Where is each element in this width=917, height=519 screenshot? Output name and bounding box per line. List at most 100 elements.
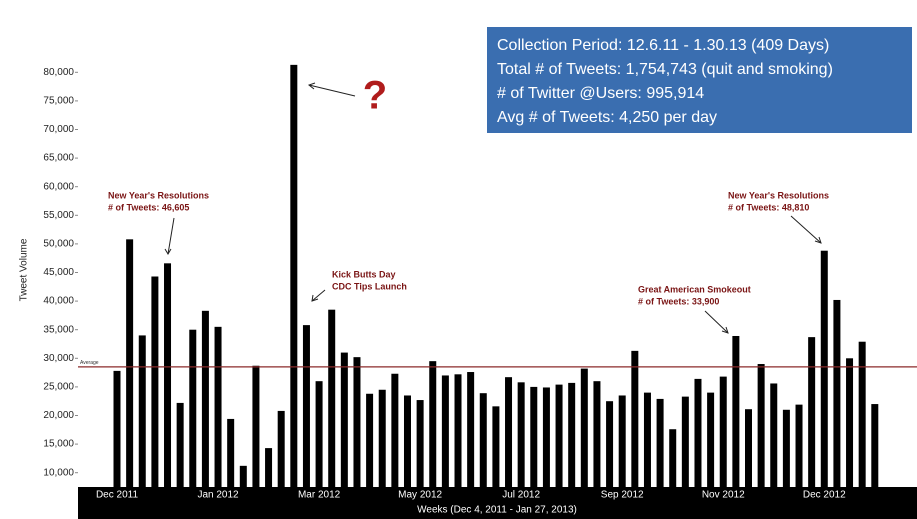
bar [833,299,841,487]
bar [795,404,803,487]
bar [138,335,146,487]
bar [265,448,273,487]
annotation: CDC Tips Launch [332,281,407,291]
bar [656,398,664,487]
bar [239,465,247,487]
bar [606,401,614,487]
arrow [167,217,175,255]
annotation: Kick Butts Day [332,269,396,279]
bar [353,357,361,487]
bar [328,309,336,487]
bar [808,337,816,487]
y-tick-label: 75,000 [43,96,74,107]
bar [302,325,310,487]
bar [454,374,462,487]
annotation: # of Tweets: 46,605 [108,202,189,212]
bar [176,402,184,487]
bar [492,406,500,487]
bar [189,329,197,487]
bar [782,409,790,487]
bar [479,393,487,487]
y-tick-label: 10,000 [43,467,74,478]
y-tick-label: 25,000 [43,382,74,393]
annotation: # of Tweets: 33,900 [638,296,719,306]
info-box [487,27,912,133]
bar [580,368,588,487]
x-tick-label: Jan 2012 [197,490,239,501]
bar [643,392,651,487]
y-tick-label: 70,000 [43,124,74,135]
y-tick-label: 30,000 [43,353,74,364]
bar [770,383,778,487]
bar [593,381,601,487]
bar [555,384,563,487]
y-tick-label: 35,000 [43,324,74,335]
arrow-head [814,236,822,244]
y-tick-label: 55,000 [43,210,74,221]
x-axis-label: Weeks (Dec 4, 2011 - Jan 27, 2013) [417,505,577,516]
y-tick-label: 20,000 [43,410,74,421]
bar [252,365,260,487]
y-tick-label: 15,000 [43,439,74,450]
x-axis-band [78,487,917,519]
arrow [704,310,729,334]
bar [631,350,639,487]
y-tick-label: 65,000 [43,153,74,164]
annotation: New Year's Resolutions [108,190,209,200]
bar [164,263,172,487]
arrow-head [721,326,729,334]
annotation: Great American Smokeout [638,284,751,294]
y-tick-label: 80,000 [43,67,74,78]
bar [707,392,715,487]
info-line: Collection Period: 12.6.11 - 1.30.13 (40… [497,37,829,54]
bar [719,376,727,487]
bar [694,378,702,487]
y-tick-label: 50,000 [43,239,74,250]
annotation: New Year's Resolutions [728,190,829,200]
bar [290,64,298,487]
info-line: # of Twitter @Users: 995,914 [497,85,704,102]
bar [151,276,159,487]
arrow-head [311,294,319,302]
bar [732,335,740,487]
arrow [308,84,356,97]
bar [315,381,323,487]
x-tick-label: Dec 2012 [803,490,846,501]
bar [858,341,866,487]
arrows [164,82,822,334]
bar [846,358,854,487]
x-tick-label: Sep 2012 [601,490,644,501]
bar [227,418,235,487]
question-mark: ? [363,74,387,118]
x-tick-label: Jul 2012 [502,490,540,501]
bar [530,386,538,487]
bar [366,393,374,487]
arrow [790,215,822,244]
y-tick-label: 40,000 [43,296,74,307]
bar [871,404,879,487]
bar [277,410,285,487]
bar [618,395,626,487]
bar [113,370,121,487]
bar [681,396,689,487]
bar [568,382,576,487]
bar [669,429,677,487]
bar [214,326,222,487]
bar [340,352,348,487]
bar [757,364,765,487]
bar [467,372,475,487]
x-tick-label: May 2012 [398,490,442,501]
bar [517,382,525,487]
bar [126,239,134,487]
y-tick-label: 60,000 [43,181,74,192]
bar [441,375,449,487]
bar [201,310,209,487]
annotation: # of Tweets: 48,810 [728,202,809,212]
x-tick-label: Nov 2012 [702,490,745,501]
bar [820,250,828,487]
bar [505,377,513,487]
bar [416,400,424,487]
arrow-head [307,82,316,90]
average-label: Average [80,360,99,366]
